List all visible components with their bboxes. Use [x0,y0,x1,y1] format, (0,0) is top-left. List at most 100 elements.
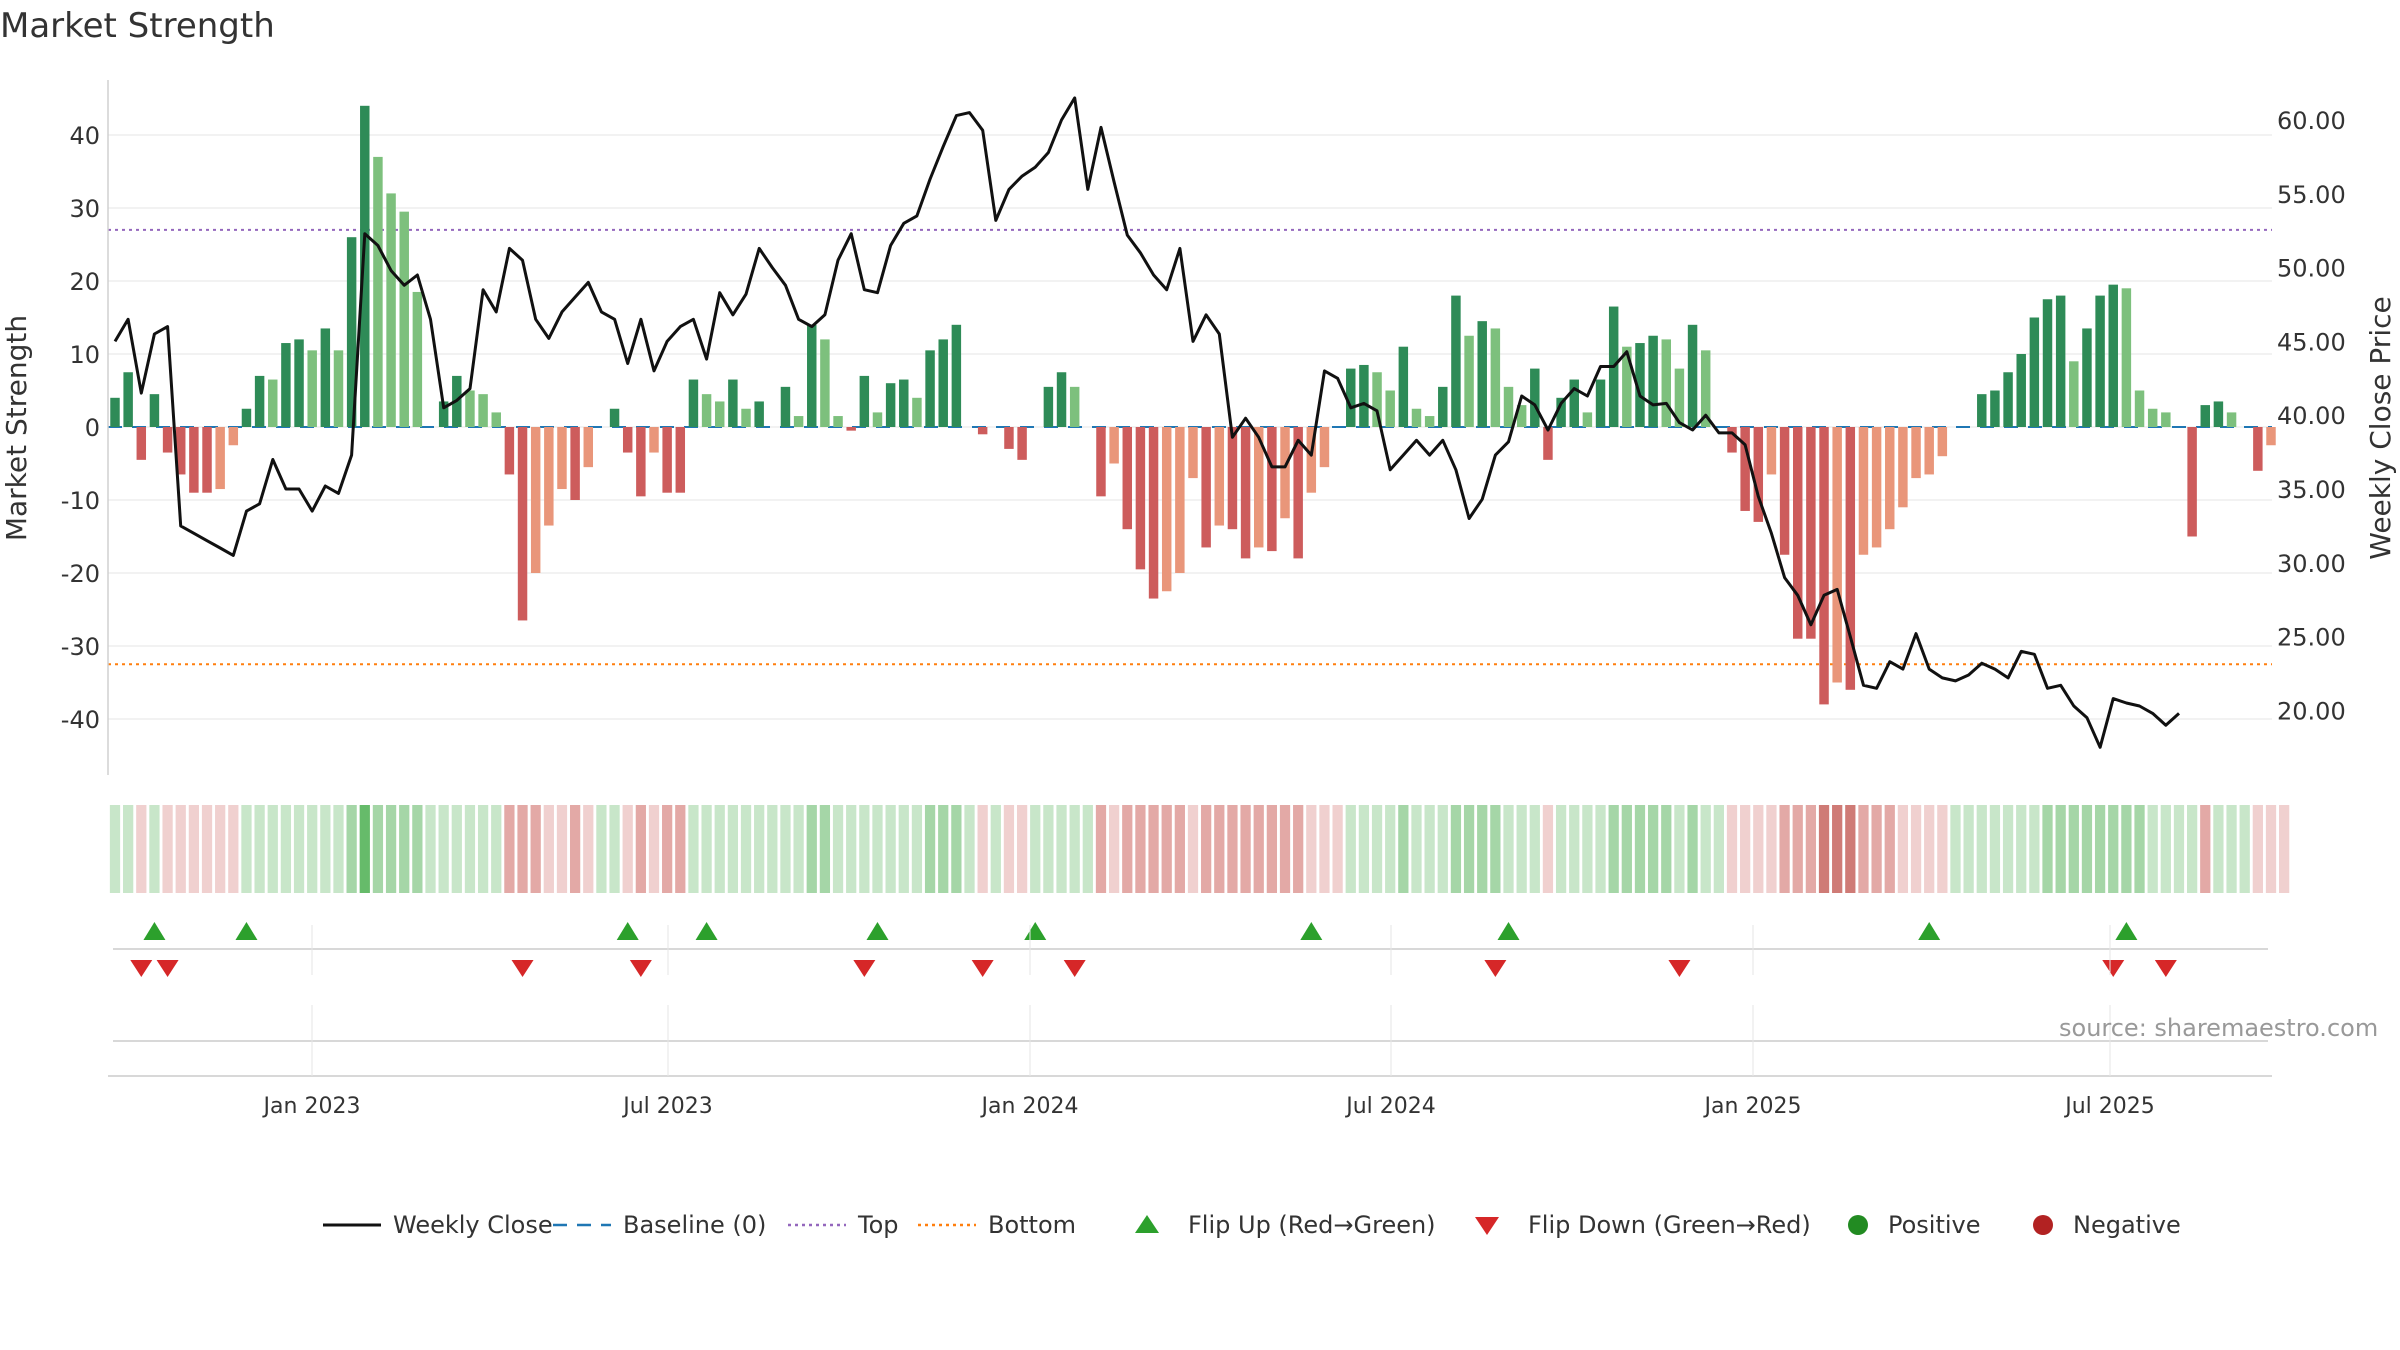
strip-cell [846,805,857,893]
y-tick-label-left: -30 [61,633,100,661]
strength-bar [1595,379,1606,427]
flip-down-marker [1063,960,1086,977]
strength-bar [899,379,909,427]
legend-item: Flip Up (Red→Green) [1135,1211,1436,1239]
legend-label: Flip Down (Green→Red) [1528,1211,1811,1239]
strength-bar [872,412,883,427]
strength-bar [1004,427,1014,449]
strip-cell [793,805,804,893]
flip-down-marker [511,960,534,977]
strength-bar [885,383,896,427]
strip-cell [2252,805,2263,893]
strength-bar [925,350,935,427]
strip-cell [1371,805,1383,893]
strip-cell [2002,805,2014,893]
strength-bar [1792,427,1803,639]
strength-bar [2069,361,2079,427]
strip-cell [1214,805,1225,893]
strength-bar [1727,427,1737,453]
strip-cell [911,805,923,893]
strip-cell [1766,805,1777,893]
legend-item: Top [788,1211,899,1239]
strength-bar [175,427,186,475]
strip-cell [1937,805,1948,893]
strip-cell [2134,805,2145,893]
strip-cell [1924,805,1935,893]
strength-bar [1832,427,1842,683]
strip-cell [2108,805,2119,893]
y-tick-label-left: -10 [61,487,100,515]
strip-cell [977,805,988,893]
strip-cell [1477,805,1488,893]
strength-bar [438,401,449,427]
strength-bar [1819,427,1829,705]
strip-cell [1174,805,1185,893]
strip-cell [675,805,686,893]
strength-bar [1109,427,1119,464]
strength-bar [504,427,515,475]
strength-bar [1411,408,1422,427]
strip-cell [307,805,318,893]
strength-bar [189,427,199,493]
strip-cell [714,805,725,893]
strip-cell [1437,805,1448,893]
x-tick-label: Jan 2024 [980,1094,1079,1119]
strength-bar [294,339,304,427]
strength-bar [622,427,633,453]
strip-cell [819,805,831,893]
y-tick-label-left: 20 [69,268,100,296]
strip-cell [1595,805,1606,893]
y-tick-label-left: 30 [69,195,100,223]
strength-bar [136,427,147,460]
strip-cell [188,805,200,893]
strength-bar [202,427,212,493]
chart-title: Market Strength [0,6,275,46]
strength-bar [1240,427,1251,559]
strength-bar [2016,354,2026,427]
strength-bar [2226,412,2237,427]
strip-cell [1043,805,1054,893]
flip-up-marker [1497,922,1520,940]
strength-bar [465,390,475,427]
strip-cell [517,805,528,893]
y-tick-label-right: 45.00 [2277,328,2346,356]
strip-cell [1187,805,1199,893]
strength-bar [1569,379,1579,427]
flip-down-marker [1484,960,1507,977]
strip-cell [1871,805,1882,893]
strength-bar [333,350,344,427]
strength-bar [1740,427,1750,511]
strip-cell [2186,805,2198,893]
legend-item: Baseline (0) [553,1211,766,1239]
axes: 40 30 20 10 0 -10 -20 -30 -40 60.00 55.00 50.00 45.0… [61,80,2346,775]
flip-up-marker [235,922,258,940]
strip-cell [372,805,384,893]
strength-bar [977,427,988,435]
x-tick-label: Jul 2023 [621,1094,713,1119]
strip-cell [385,805,397,893]
strength-bar [1871,427,1882,548]
strip-cell [2279,805,2290,893]
strip-cell [1897,805,1909,893]
strength-bar [2147,408,2158,427]
strength-bar [1161,427,1172,592]
strip-cell [662,805,673,893]
strength-bar [1648,335,1658,427]
strip-cell [1319,805,1330,893]
strip-cell [990,805,1001,893]
strip-cell [1661,805,1672,893]
strength-bar [530,427,541,573]
strip-cell [1555,805,1567,893]
strip-cell [1884,805,1895,893]
strength-heat-strip [109,805,2290,893]
strength-bar [2266,427,2276,446]
strip-cell [1950,805,1961,893]
strip-cell [1779,805,1790,893]
legend-item: Negative [2033,1211,2181,1239]
strength-bar [1267,427,1277,552]
strength-bar [1766,427,1777,475]
strip-cell [635,805,646,893]
strip-cell [412,805,423,893]
strength-bar [1188,427,1198,479]
strength-bar [1201,427,1211,548]
